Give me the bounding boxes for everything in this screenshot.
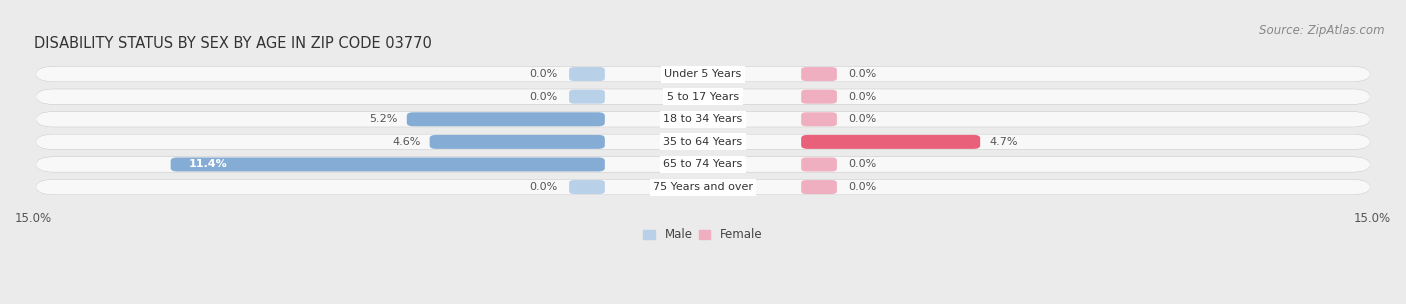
Text: 5 to 17 Years: 5 to 17 Years	[666, 92, 740, 102]
FancyBboxPatch shape	[801, 180, 837, 194]
FancyBboxPatch shape	[801, 135, 980, 149]
Text: 18 to 34 Years: 18 to 34 Years	[664, 114, 742, 124]
FancyBboxPatch shape	[569, 180, 605, 194]
FancyBboxPatch shape	[35, 67, 1371, 81]
Text: DISABILITY STATUS BY SEX BY AGE IN ZIP CODE 03770: DISABILITY STATUS BY SEX BY AGE IN ZIP C…	[34, 36, 432, 51]
FancyBboxPatch shape	[801, 112, 837, 126]
Text: 0.0%: 0.0%	[848, 114, 876, 124]
FancyBboxPatch shape	[35, 134, 1371, 150]
Legend: Male, Female: Male, Female	[644, 228, 762, 241]
Text: 0.0%: 0.0%	[530, 92, 558, 102]
FancyBboxPatch shape	[35, 180, 1371, 195]
FancyBboxPatch shape	[569, 90, 605, 104]
FancyBboxPatch shape	[35, 66, 1371, 82]
FancyBboxPatch shape	[430, 135, 605, 149]
FancyBboxPatch shape	[569, 67, 605, 81]
FancyBboxPatch shape	[35, 89, 1371, 104]
Text: 0.0%: 0.0%	[530, 182, 558, 192]
Text: 0.0%: 0.0%	[848, 92, 876, 102]
FancyBboxPatch shape	[35, 157, 1371, 172]
Text: Source: ZipAtlas.com: Source: ZipAtlas.com	[1260, 24, 1385, 37]
FancyBboxPatch shape	[35, 112, 1371, 127]
Text: 0.0%: 0.0%	[848, 69, 876, 79]
FancyBboxPatch shape	[35, 179, 1371, 195]
FancyBboxPatch shape	[35, 111, 1371, 127]
FancyBboxPatch shape	[35, 134, 1371, 149]
FancyBboxPatch shape	[801, 67, 837, 81]
FancyBboxPatch shape	[801, 157, 837, 171]
FancyBboxPatch shape	[406, 112, 605, 126]
Text: 0.0%: 0.0%	[530, 69, 558, 79]
Text: 11.4%: 11.4%	[188, 160, 228, 169]
Text: 75 Years and over: 75 Years and over	[652, 182, 754, 192]
FancyBboxPatch shape	[170, 157, 605, 171]
FancyBboxPatch shape	[35, 89, 1371, 105]
FancyBboxPatch shape	[35, 157, 1371, 172]
Text: 35 to 64 Years: 35 to 64 Years	[664, 137, 742, 147]
Text: Under 5 Years: Under 5 Years	[665, 69, 741, 79]
Text: 4.7%: 4.7%	[988, 137, 1018, 147]
Text: 4.6%: 4.6%	[392, 137, 420, 147]
FancyBboxPatch shape	[801, 90, 837, 104]
Text: 0.0%: 0.0%	[848, 182, 876, 192]
Text: 65 to 74 Years: 65 to 74 Years	[664, 160, 742, 169]
Text: 5.2%: 5.2%	[370, 114, 398, 124]
Text: 0.0%: 0.0%	[848, 160, 876, 169]
